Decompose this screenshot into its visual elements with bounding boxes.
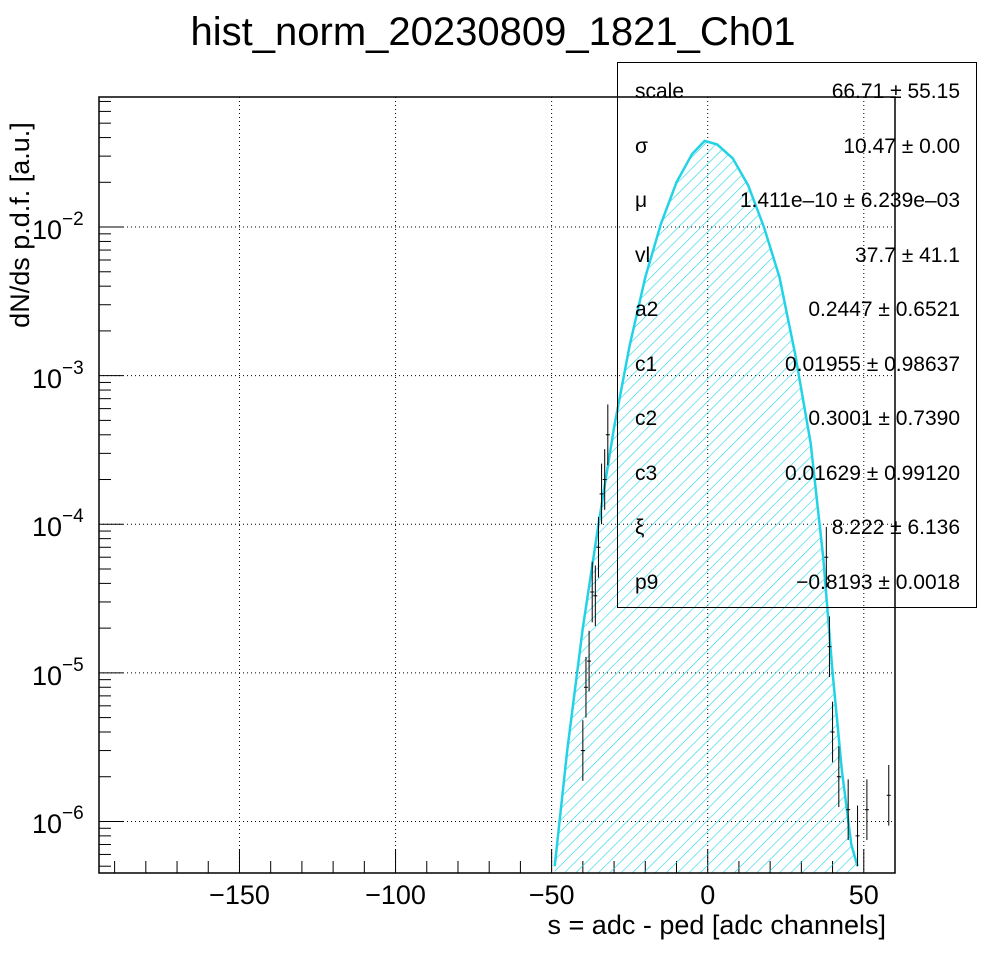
stats-param-value: 0.01955 ± 0.98637: [784, 352, 960, 376]
data-point: [593, 565, 598, 627]
y-tick-exponent: −5: [62, 654, 84, 676]
stats-row: c2 0.3001 ± 0.7390: [618, 407, 976, 437]
y-tick-exponent: −2: [62, 209, 84, 231]
plot-frame: [98, 96, 896, 874]
x-tick-label: −100: [365, 880, 426, 910]
y-tick-label: 10−2: [32, 209, 84, 246]
stats-param-name: scale: [635, 80, 685, 103]
data-point: [827, 616, 832, 678]
fit-curve-line: [553, 139, 859, 867]
y-tick-base: 10: [32, 809, 63, 840]
y-tick-base: 10: [32, 363, 63, 394]
data-points-group: [580, 404, 891, 867]
stats-param-value: 1.411e–10 ± 6.239e–03: [739, 189, 960, 212]
stats-row: p9 −0.8193 ± 0.0018: [618, 571, 976, 601]
fit-area-fill: [554, 140, 858, 873]
stats-row: ξ 8.222 ± 6.136: [618, 516, 976, 546]
fit-stats-box: scale 66.71 ± 55.15 σ 10.47 ± 0.00 μ 1.411e–1…: [617, 62, 977, 608]
stats-param-name: σ: [635, 134, 648, 158]
stats-row: scale 66.71 ± 55.15: [618, 80, 976, 110]
stats-row: σ 10.47 ± 0.00: [618, 135, 976, 165]
stats-param-name: p9: [635, 570, 659, 594]
y-tick-exponent: −3: [62, 357, 84, 379]
chart-title: hist_norm_20230809_1821_Ch01: [190, 10, 796, 54]
stats-param-name: ξ: [635, 516, 645, 539]
x-tick-label: 0: [700, 880, 716, 910]
data-point: [864, 779, 869, 841]
x-tick-label: −50: [528, 880, 575, 910]
stats-param-value: 0.01629 ± 0.99120: [784, 461, 960, 485]
stats-param-name: c3: [635, 461, 658, 485]
stats-param-name: c2: [635, 407, 658, 430]
stats-param-value: 8.222 ± 6.136: [831, 516, 960, 539]
data-point: [583, 656, 588, 718]
data-point: [836, 746, 841, 808]
y-tick-label: 10−5: [32, 655, 84, 692]
y-tick-exponent: −4: [62, 506, 84, 528]
data-point: [599, 463, 604, 525]
fit-curve-group: [553, 139, 859, 873]
stats-param-name: a2: [635, 298, 659, 321]
stats-param-value: −0.8193 ± 0.0018: [796, 570, 960, 594]
x-tick-label: −150: [209, 880, 270, 910]
data-point: [605, 404, 610, 466]
stats-row: vl 37.7 ± 41.1: [618, 244, 976, 274]
stats-row: a2 0.2447 ± 0.6521: [618, 298, 976, 328]
y-tick-exponent: −6: [62, 803, 84, 825]
stats-param-name: c1: [635, 352, 658, 376]
data-point: [580, 720, 585, 781]
data-point: [846, 779, 851, 841]
x-axis-label: s = adc - ped [adc channels]: [547, 910, 886, 940]
stats-param-name: vl: [635, 243, 651, 267]
data-point: [602, 449, 607, 510]
stats-param-value: 66.71 ± 55.15: [831, 80, 960, 103]
stats-param-value: 37.7 ± 41.1: [855, 243, 960, 267]
stats-row: c1 0.01955 ± 0.98637: [618, 353, 976, 383]
data-point: [824, 526, 829, 588]
x-tick-label: 50: [848, 880, 879, 910]
stats-row: μ 1.411e–10 ± 6.239e–03: [618, 189, 976, 219]
data-point: [855, 805, 860, 867]
stats-param-value: 10.47 ± 0.00: [843, 134, 960, 158]
stats-param-value: 0.3001 ± 0.7390: [808, 407, 960, 430]
stats-param-value: 0.2447 ± 0.6521: [808, 298, 960, 321]
y-tick-base: 10: [32, 660, 63, 691]
data-point: [596, 516, 601, 578]
y-tick-label: 10−6: [32, 803, 84, 840]
y-tick-base: 10: [32, 512, 63, 543]
data-point: [587, 630, 592, 692]
y-tick-label: 10−3: [32, 358, 84, 395]
y-tick-label: 10−4: [32, 506, 84, 543]
data-point: [886, 764, 891, 826]
stats-row: c3 0.01629 ± 0.99120: [618, 462, 976, 492]
data-point: [830, 701, 835, 763]
data-point: [590, 561, 595, 623]
y-tick-base: 10: [32, 215, 63, 246]
stats-param-name: μ: [635, 189, 648, 212]
